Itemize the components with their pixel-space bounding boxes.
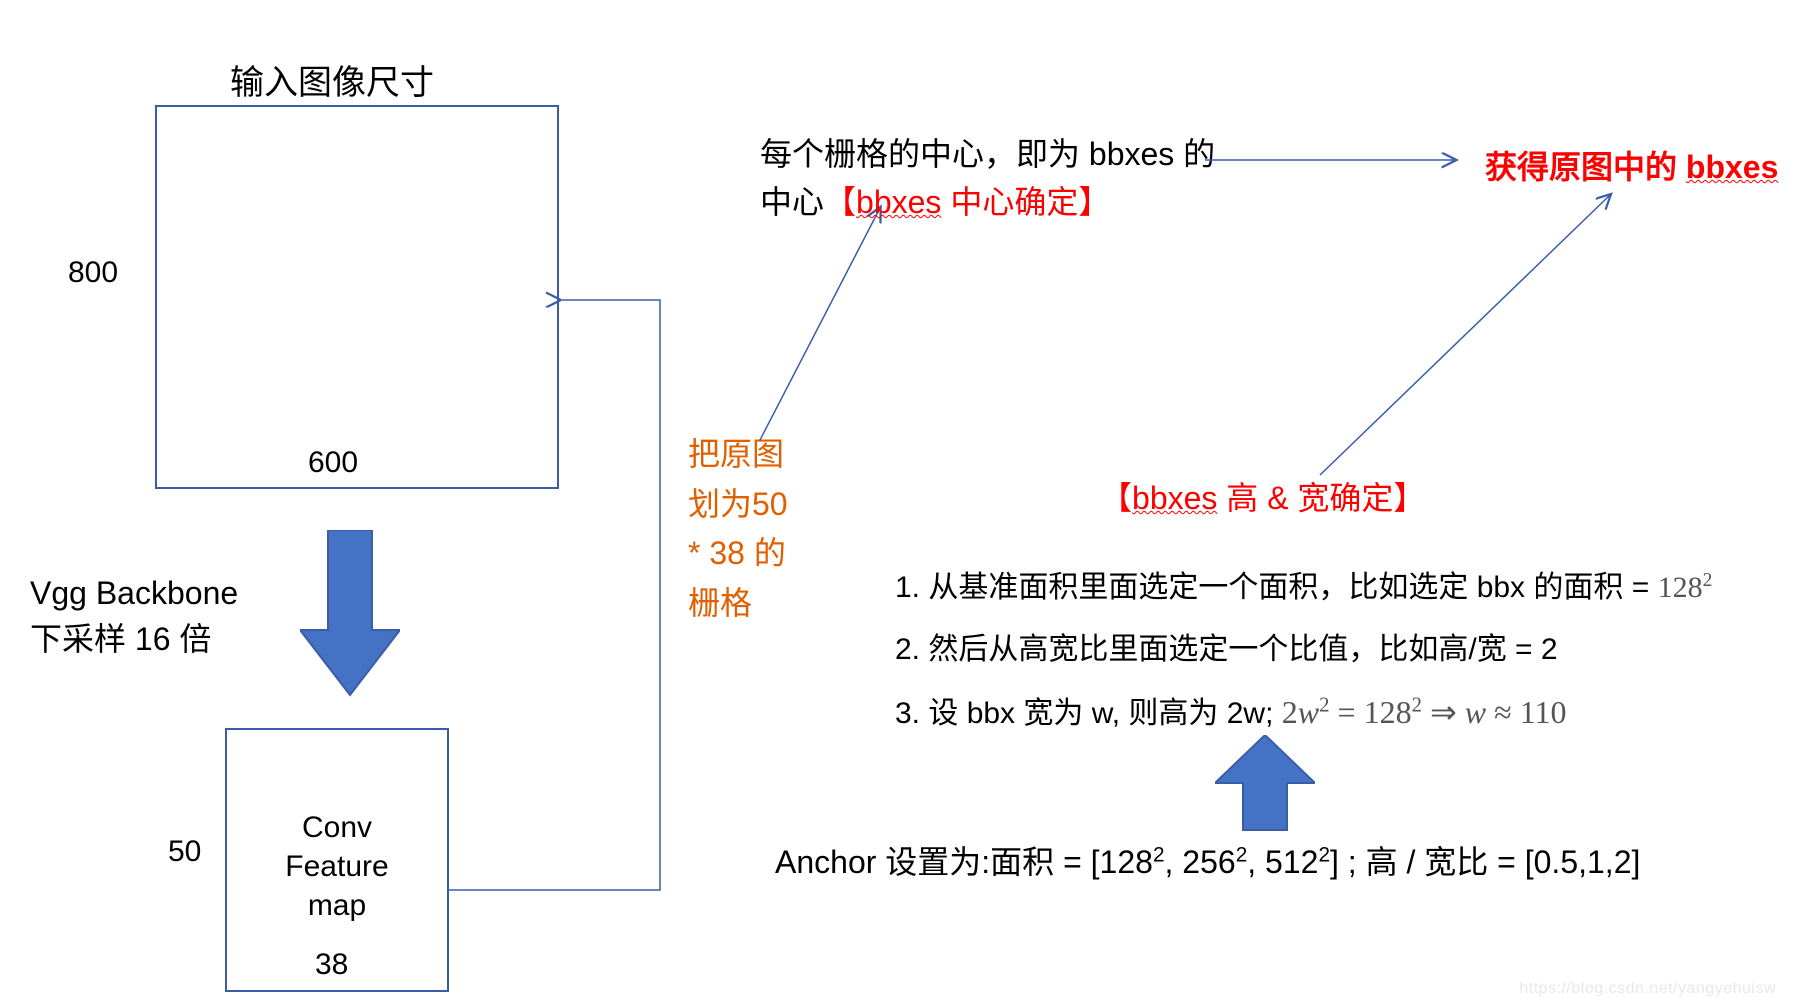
input-image-height-label: 800 <box>68 256 118 290</box>
grid-note: 把原图 划为50 * 38 的 栅格 <box>688 430 788 628</box>
center-note-underline: bbxes <box>856 184 941 220</box>
step1-formula: 1282 <box>1658 571 1713 604</box>
center-note: 每个栅格的中心，即为 bbxes 的中心【bbxes 中心确定】 <box>760 130 1220 226</box>
step-2: 2. 然后从高宽比里面选定一个比值，比如高/宽 = 2 <box>895 619 1712 681</box>
step3-pre: 3. 设 bbx 宽为 w, 则高为 2w; <box>895 697 1282 730</box>
anchor-ratios: [0.5,1,2] <box>1525 844 1641 880</box>
up-arrow-icon <box>1215 735 1315 835</box>
input-image-width-label: 600 <box>308 446 358 480</box>
down-arrow-icon <box>300 530 400 700</box>
feature-map-height-label: 50 <box>168 835 201 869</box>
downsample-line2: 下采样 16 倍 <box>30 621 211 657</box>
arrow-center-to-result-icon <box>1200 140 1470 180</box>
watermark: https://blog.csdn.net/yangyehuisw <box>1519 980 1776 998</box>
step-1: 1. 从基准面积里面选定一个面积，比如选定 bbx 的面积 = 1282 <box>895 557 1712 619</box>
arrow-grid-to-center-icon <box>700 190 900 450</box>
arrow-hw-to-result-icon <box>1310 180 1630 490</box>
step3-formula: 2w2 = 1282 ⇒ w ≈ 110 <box>1282 694 1567 730</box>
feature-map-label: Conv Feature map <box>262 808 412 925</box>
step1-pre: 1. 从基准面积里面选定一个面积，比如选定 bbx 的面积 = <box>895 571 1658 604</box>
feature-map-line2: Feature map <box>285 850 388 922</box>
anchor-prefix: Anchor 设置为:面积 = <box>775 844 1091 880</box>
anchor-areas: [1282, 2562, 5122] <box>1091 844 1339 880</box>
grid-note-l3: * 38 的 <box>688 535 786 571</box>
feature-map-width-label: 38 <box>315 948 348 982</box>
grid-note-l2: 划为50 <box>688 486 788 522</box>
anchor-mid: ; 高 / 宽比 = <box>1339 844 1525 880</box>
input-image-title: 输入图像尺寸 <box>230 55 434 104</box>
downsample-line1: Vgg Backbone <box>30 575 238 611</box>
elbow-connector-icon <box>440 290 680 910</box>
steps-block: 1. 从基准面积里面选定一个面积，比如选定 bbx 的面积 = 1282 2. … <box>895 557 1712 746</box>
center-note-red: 【bbxes 中心确定】 <box>824 184 1110 220</box>
grid-note-l4: 栅格 <box>688 585 752 621</box>
feature-map-line1: Conv <box>302 811 372 844</box>
result-note-word: bbxes <box>1686 149 1778 185</box>
hw-title-word: bbxes <box>1132 480 1217 516</box>
downsample-label: Vgg Backbone 下采样 16 倍 <box>30 570 238 663</box>
hw-title: 【bbxes 高 & 宽确定】 <box>1100 473 1425 519</box>
anchor-line: Anchor 设置为:面积 = [1282, 2562, 5122] ; 高 /… <box>775 837 1640 883</box>
